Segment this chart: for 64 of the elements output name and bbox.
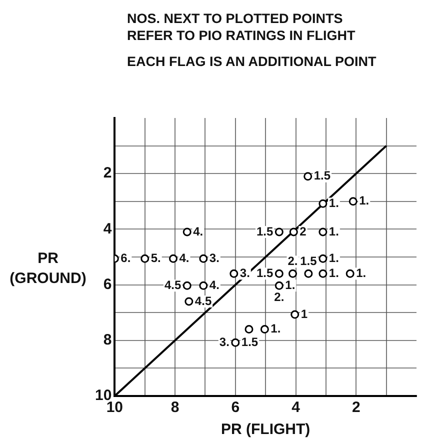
y-axis-title: PR (GROUND) — [10, 250, 86, 288]
point — [140, 254, 150, 263]
x-tick-label: 4 — [292, 399, 301, 416]
x-tick-label: 2 — [352, 399, 360, 416]
annotation: 1. — [285, 278, 296, 292]
point — [199, 281, 208, 290]
annotation: 1.5 — [241, 334, 258, 349]
point — [230, 269, 238, 278]
x-tick-label: 6 — [231, 399, 240, 416]
point — [184, 297, 194, 306]
annotation: 1. — [328, 250, 339, 265]
annotation: 4.5 — [164, 278, 182, 292]
annotation: 4. — [209, 278, 220, 292]
point — [348, 197, 358, 206]
annotation: 1. — [356, 266, 366, 280]
y-tick-label: 6 — [103, 276, 112, 293]
annotation: 1.5 — [314, 168, 331, 183]
point — [274, 281, 284, 290]
point — [274, 228, 284, 236]
annotation: 1.5 — [256, 224, 274, 238]
annotation: 3. — [209, 250, 220, 265]
annotation: 1. — [270, 322, 281, 336]
annotation: 5. — [150, 250, 161, 265]
annotation: 4. — [179, 250, 190, 265]
point — [288, 269, 298, 278]
annotation: 1. — [359, 194, 370, 208]
x-axis-title: PR (FLIGHT) — [221, 421, 310, 438]
point — [318, 269, 328, 278]
annotation: 1 — [300, 306, 308, 321]
point — [304, 172, 312, 181]
point — [244, 325, 254, 334]
point — [199, 254, 208, 263]
text: NOS. NEXT TO PLOTTED POINTS REFER TO PIO RATINGS IN FLIGHT — [127, 10, 356, 44]
annotation: 3. — [219, 334, 230, 349]
annotation: 1.5 — [256, 266, 274, 280]
x-tick-label: 8 — [170, 399, 180, 416]
point — [318, 254, 328, 263]
point — [318, 228, 328, 236]
annotation: 2. — [288, 254, 298, 268]
y-tick-label: 8 — [103, 332, 112, 349]
point — [182, 281, 192, 290]
text: EACH FLAG IS AN ADDITIONAL POINT — [127, 53, 378, 70]
point — [168, 254, 178, 263]
annotation: 1.5 — [300, 254, 318, 268]
point — [346, 269, 354, 278]
annotation: 6. — [120, 250, 131, 265]
annotation: 1. — [328, 196, 339, 210]
annotation: 4. — [193, 224, 204, 238]
annotation: 2 — [300, 224, 307, 238]
point — [274, 269, 284, 278]
annotation: 3. — [240, 266, 250, 280]
point — [290, 310, 300, 319]
point — [231, 338, 240, 347]
point — [318, 199, 328, 208]
point — [182, 228, 192, 236]
y-tick-label: 2 — [103, 164, 112, 182]
point — [260, 325, 269, 334]
point — [289, 228, 298, 236]
annotation: 2. — [274, 290, 284, 304]
point — [304, 269, 313, 278]
annotation: 1. — [328, 266, 339, 280]
annotation: 1. — [328, 224, 339, 238]
annotation: 4.5 — [194, 294, 212, 308]
y-tick-label: 4 — [103, 220, 112, 238]
